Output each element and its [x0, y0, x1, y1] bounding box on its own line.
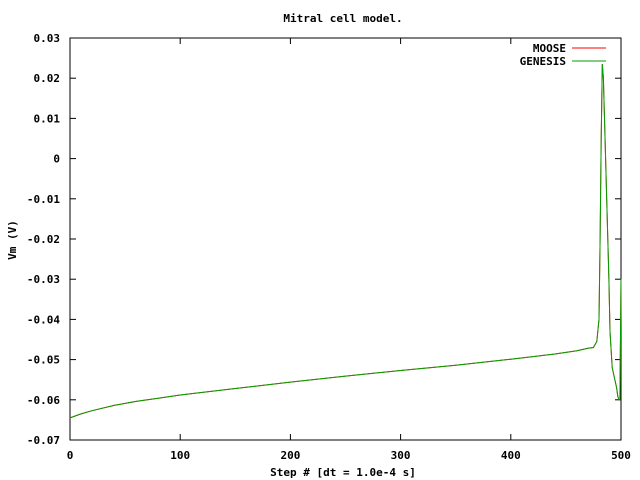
y-tick-label: -0.07	[27, 434, 60, 447]
plot-frame	[69, 37, 622, 441]
y-tick-label: -0.02	[27, 233, 60, 246]
series-line-genesis	[69, 64, 622, 419]
x-tick-label: 0	[67, 449, 74, 462]
y-tick-label: -0.05	[27, 354, 60, 367]
x-axis: 0 100 200 300 400 500	[67, 38, 631, 462]
legend-label-moose: MOOSE	[533, 42, 566, 55]
y-tick-label: -0.01	[27, 193, 60, 206]
y-tick-label: -0.03	[27, 273, 60, 286]
y-axis: 0.03 0.02 0.01 0 -0.01 -0.02 -0.03 -0.04 -0.05 -0…	[27, 32, 621, 447]
x-axis-label: Step # [dt = 1.0e-4 s]	[270, 466, 416, 479]
y-tick-label: 0.02	[34, 72, 61, 85]
y-tick-label: 0.01	[34, 112, 61, 125]
y-tick-label: -0.04	[27, 313, 60, 326]
x-tick-label: 400	[501, 449, 521, 462]
legend-label-genesis: GENESIS	[520, 55, 566, 68]
y-axis-label: Vm (V)	[6, 220, 19, 260]
y-tick-label: 0	[53, 153, 60, 166]
y-tick-label: -0.06	[27, 394, 60, 407]
x-tick-label: 500	[611, 449, 631, 462]
x-tick-label: 200	[280, 449, 300, 462]
series-line-moose	[69, 64, 622, 419]
y-tick-label: 0.03	[34, 32, 61, 45]
x-tick-label: 100	[170, 449, 190, 462]
x-tick-label: 300	[391, 449, 411, 462]
chart-title: Mitral cell model.	[283, 12, 402, 25]
series-group	[69, 64, 622, 419]
